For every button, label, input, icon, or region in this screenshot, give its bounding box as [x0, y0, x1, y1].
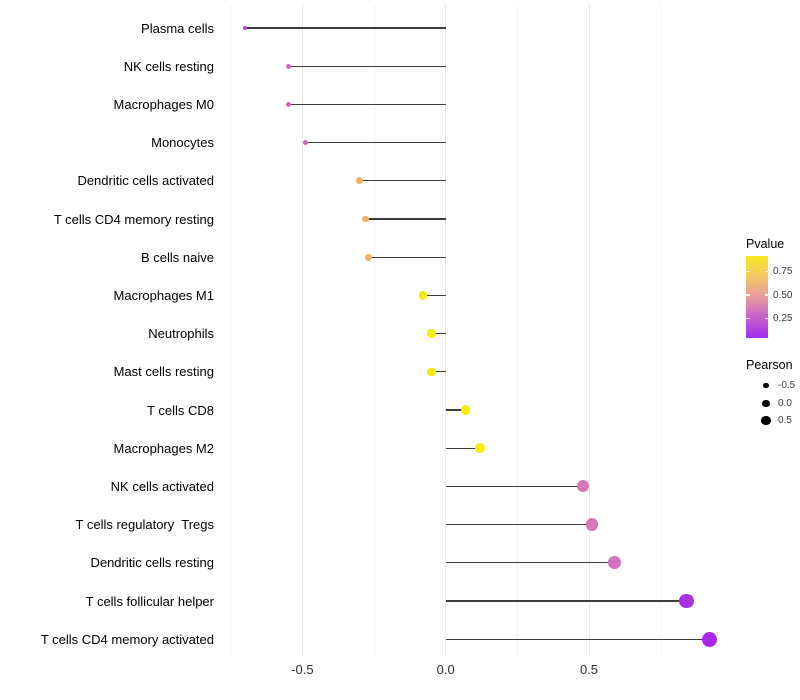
lollipop-stem — [359, 180, 446, 182]
lollipop-stem — [245, 27, 446, 29]
lollipop-dot — [364, 253, 372, 261]
lollipop-dot — [701, 631, 717, 647]
y-axis-label: T cells follicular helper — [85, 593, 214, 609]
legend-pvalue-title: Pvalue — [746, 237, 785, 251]
lollipop-dot — [427, 367, 436, 377]
lollipop-dot — [418, 291, 427, 300]
lollipop-dot — [461, 405, 471, 415]
lollipop-stem — [431, 371, 446, 373]
y-axis-label: B cells naive — [141, 249, 214, 265]
y-axis-label: Plasma cells — [141, 20, 214, 36]
pvalue-legend-label: 0.75 — [773, 266, 793, 278]
lollipop-stem — [365, 218, 446, 220]
lollipop-dot — [302, 139, 308, 146]
gridline-minor — [373, 5, 375, 656]
lollipop-stem — [305, 141, 446, 144]
y-axis-label: T cells CD8 — [147, 402, 214, 418]
lollipop-stem — [445, 485, 584, 488]
y-axis-label: NK cells activated — [110, 478, 214, 494]
y-axis-label: Mast cells resting — [113, 364, 214, 380]
y-axis-label: T cells CD4 memory activated — [40, 631, 214, 647]
pvalue-gradient-bar — [746, 256, 768, 338]
gradient-tick — [746, 294, 750, 296]
gradient-tick — [764, 270, 768, 273]
lollipop-stem — [422, 294, 446, 297]
gridline-major — [445, 5, 447, 656]
lollipop-dot — [427, 329, 436, 338]
pearson-legend-label: 0.5 — [778, 415, 792, 427]
lollipop-dot — [475, 443, 485, 453]
gridline-major — [588, 5, 590, 656]
lollipop-stem — [288, 103, 446, 106]
gridline-minor — [230, 5, 232, 656]
y-axis-label: Macrophages M0 — [113, 96, 214, 112]
pearson-legend-label: -0.5 — [778, 380, 796, 392]
lollipop-dot — [356, 177, 364, 185]
lollipop-stem — [445, 447, 481, 449]
gridline-minor — [660, 5, 662, 656]
pearson-legend-dot — [763, 382, 769, 389]
y-axis-label: Neutrophils — [148, 326, 214, 342]
y-axis-label: NK cells resting — [123, 58, 214, 74]
lollipop-dot — [577, 480, 590, 493]
y-axis-label: T cells regulatory Tregs — [75, 517, 214, 533]
y-axis-label: Monocytes — [151, 135, 214, 151]
gridline-major — [301, 5, 303, 656]
pearson-legend-label: 0.0 — [778, 397, 792, 409]
lollipop-dot — [679, 593, 694, 609]
x-tick-label: -0.5 — [291, 662, 314, 677]
pearson-legend-dot — [761, 415, 771, 426]
lollipop-stem — [445, 600, 687, 602]
lollipop-dot — [608, 556, 622, 570]
lollipop-stem — [445, 523, 592, 526]
y-axis-label: Macrophages M2 — [113, 440, 214, 456]
lollipop-stem — [368, 256, 446, 258]
y-axis-label: T cells CD4 memory resting — [53, 211, 214, 227]
gradient-tick — [764, 317, 768, 320]
gridline-minor — [516, 5, 518, 656]
gradient-tick — [746, 317, 750, 320]
pvalue-legend-label: 0.25 — [773, 312, 793, 324]
legend-pearson-title: Pearson — [746, 358, 793, 372]
pearson-legend-dot — [762, 399, 770, 408]
lollipop-dot — [585, 518, 598, 531]
pvalue-legend-label: 0.50 — [773, 289, 793, 301]
gradient-tick — [746, 270, 750, 273]
y-axis-label: Dendritic cells resting — [90, 555, 214, 571]
lollipop-stem — [445, 409, 466, 411]
lollipop-stem — [431, 332, 446, 335]
y-axis-label: Dendritic cells activated — [77, 173, 214, 189]
x-tick-label: 0.0 — [436, 662, 455, 677]
gradient-tick — [764, 294, 768, 296]
lollipop-stem — [445, 638, 710, 640]
lollipop-stem — [288, 65, 446, 67]
lollipop-dot — [243, 25, 248, 30]
lollipop-dot — [362, 215, 369, 223]
lollipop-stem — [445, 562, 615, 564]
x-tick-label: 0.5 — [579, 662, 599, 677]
y-axis-label: Macrophages M1 — [113, 287, 214, 303]
lollipop-dot — [285, 63, 291, 69]
lollipop-dot — [285, 101, 291, 107]
